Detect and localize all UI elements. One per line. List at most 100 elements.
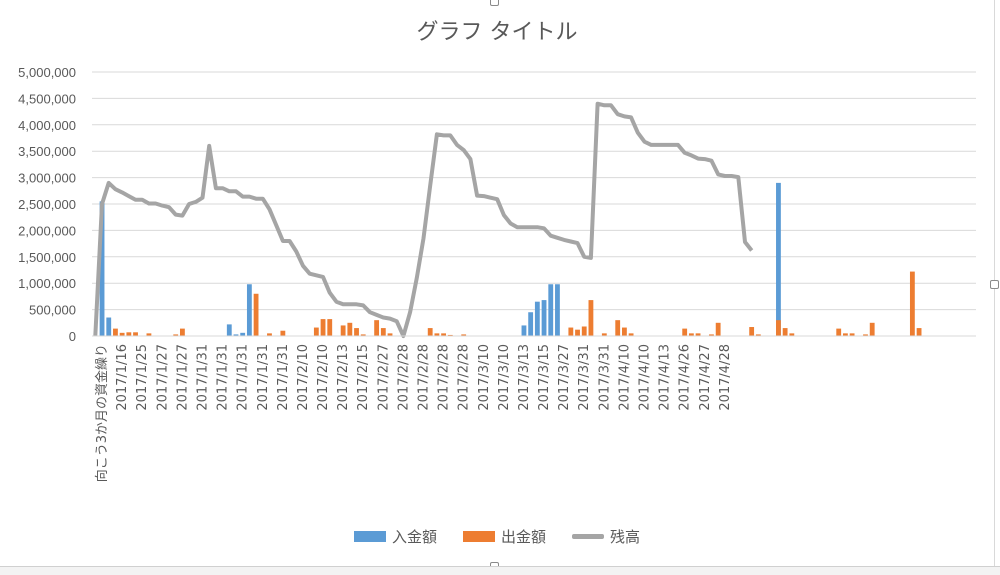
bar-withdrawal: [267, 333, 272, 336]
bar-withdrawal: [621, 327, 627, 336]
bar-withdrawal: [173, 334, 179, 336]
bar-withdrawal: [776, 320, 781, 336]
x-tick-label: 2017/2/10: [316, 344, 331, 411]
bar-deposit: [99, 201, 105, 336]
bar-withdrawal: [146, 333, 152, 336]
x-tick-label: 2017/4/27: [698, 344, 713, 411]
chart-title[interactable]: グラフ タイトル: [416, 20, 578, 45]
bar-withdrawal: [447, 334, 453, 336]
bar-withdrawal: [461, 334, 467, 336]
y-tick-label: 0: [69, 329, 76, 344]
y-tick-label: 500,000: [29, 303, 76, 318]
bar-withdrawal: [354, 328, 359, 336]
bar-withdrawal: [441, 333, 447, 336]
x-tick-label: 2017/3/31: [597, 344, 612, 411]
legend-label-deposit: 入金額: [391, 528, 437, 546]
bar-withdrawal: [427, 328, 433, 336]
bar-deposit: [246, 284, 252, 336]
x-tick-label: 2017/2/27: [376, 344, 391, 411]
x-tick-label: 2017/1/31: [276, 344, 291, 411]
bar-deposit: [226, 324, 232, 336]
bar-withdrawal: [434, 333, 440, 336]
x-tick-label: 2017/1/31: [256, 344, 271, 411]
x-tick-label: 2017/3/13: [517, 344, 532, 411]
legend-swatch-withdrawal: [462, 531, 495, 542]
x-tick-label: 2017/3/10: [497, 344, 512, 411]
x-tick-label: 2017/1/16: [115, 344, 130, 411]
bar-deposit: [776, 182, 781, 336]
x-tick-label: 2017/1/31: [196, 344, 211, 411]
legend-swatch-deposit: [353, 531, 386, 542]
bar-withdrawal: [575, 329, 580, 336]
bar-withdrawal: [320, 319, 326, 336]
bar-withdrawal: [789, 333, 795, 336]
bar-withdrawal: [119, 332, 125, 336]
bar-withdrawal: [360, 334, 366, 336]
bar-withdrawal: [836, 328, 842, 336]
bar-withdrawal: [113, 328, 118, 336]
line-balance: [93, 101, 754, 338]
bar-deposit: [106, 317, 112, 336]
bar-withdrawal: [340, 325, 346, 336]
spreadsheet-cells-strip: [0, 566, 1000, 575]
bar-withdrawal: [313, 327, 319, 336]
legend-label-withdrawal: 出金額: [500, 528, 546, 546]
y-tick-label: 1,000,000: [18, 276, 76, 291]
bar-withdrawal: [715, 322, 721, 336]
bar-withdrawal: [842, 333, 848, 336]
bar-deposit: [528, 312, 534, 336]
resize-handle-top[interactable]: [490, 0, 499, 6]
bar-withdrawal: [628, 333, 634, 336]
x-tick-label: 2017/2/28: [437, 344, 452, 411]
legend-item-withdrawal: 出金額: [462, 526, 546, 547]
x-tick-label: 2017/1/27: [155, 344, 170, 411]
bar-deposit: [555, 284, 560, 336]
x-tick-label: 2017/1/31: [236, 344, 251, 411]
bar-withdrawal: [909, 271, 915, 336]
y-tick-label: 3,500,000: [18, 144, 76, 159]
resize-handle-right[interactable]: [990, 280, 999, 289]
x-tick-label: 2017/4/10: [638, 344, 653, 411]
x-tick-label: 2017/4/10: [617, 344, 632, 411]
bar-withdrawal: [682, 328, 688, 336]
bar-withdrawal: [615, 320, 621, 336]
x-tick-label: 2017/1/27: [175, 344, 190, 411]
bar-withdrawal: [709, 334, 714, 336]
x-tick-label: 2017/1/31: [216, 344, 231, 411]
bar-withdrawal: [179, 328, 185, 336]
bar-withdrawal: [280, 330, 286, 336]
x-tick-label: 2017/2/10: [296, 344, 311, 411]
bar-withdrawal: [916, 328, 922, 336]
x-tick-label: 2017/2/28: [457, 344, 472, 411]
bar-withdrawal: [374, 320, 380, 336]
y-tick-label: 5,000,000: [18, 65, 76, 80]
bar-deposit: [521, 325, 527, 336]
bar-deposit: [548, 284, 554, 336]
bar-withdrawal: [849, 333, 855, 336]
plot-area: 0 500,000 1,000,000 1,500,000 2,000,000 2,500…: [18, 65, 976, 482]
bar-deposit: [541, 300, 547, 336]
x-tick-label: 2017/3/15: [537, 344, 552, 411]
bar-withdrawal: [133, 332, 138, 336]
x-tick-label: 2017/3/10: [477, 344, 492, 411]
bar-withdrawal: [126, 332, 132, 336]
y-tick-label: 4,500,000: [18, 91, 76, 106]
y-tick-label: 2,000,000: [18, 223, 76, 238]
bar-deposit: [233, 334, 239, 336]
y-tick-label: 4,000,000: [18, 118, 76, 133]
bar-withdrawal: [601, 333, 607, 336]
legend-label-balance: 残高: [610, 528, 641, 546]
bar-withdrawal: [863, 334, 868, 336]
x-tick-label: 2017/1/25: [135, 344, 150, 411]
bar-withdrawal: [347, 322, 353, 336]
x-tick-label: 2017/3/31: [577, 344, 592, 411]
x-tick-label: 2017/2/15: [356, 344, 371, 411]
bar-withdrawal: [581, 326, 587, 336]
bar-withdrawal: [749, 327, 755, 336]
bar-withdrawal: [387, 333, 393, 336]
x-tick-label: 2017/2/28: [396, 344, 411, 411]
legend[interactable]: 入金額 出金額 残高: [0, 526, 994, 547]
bar-withdrawal: [755, 334, 761, 336]
bar-deposit: [240, 332, 246, 336]
